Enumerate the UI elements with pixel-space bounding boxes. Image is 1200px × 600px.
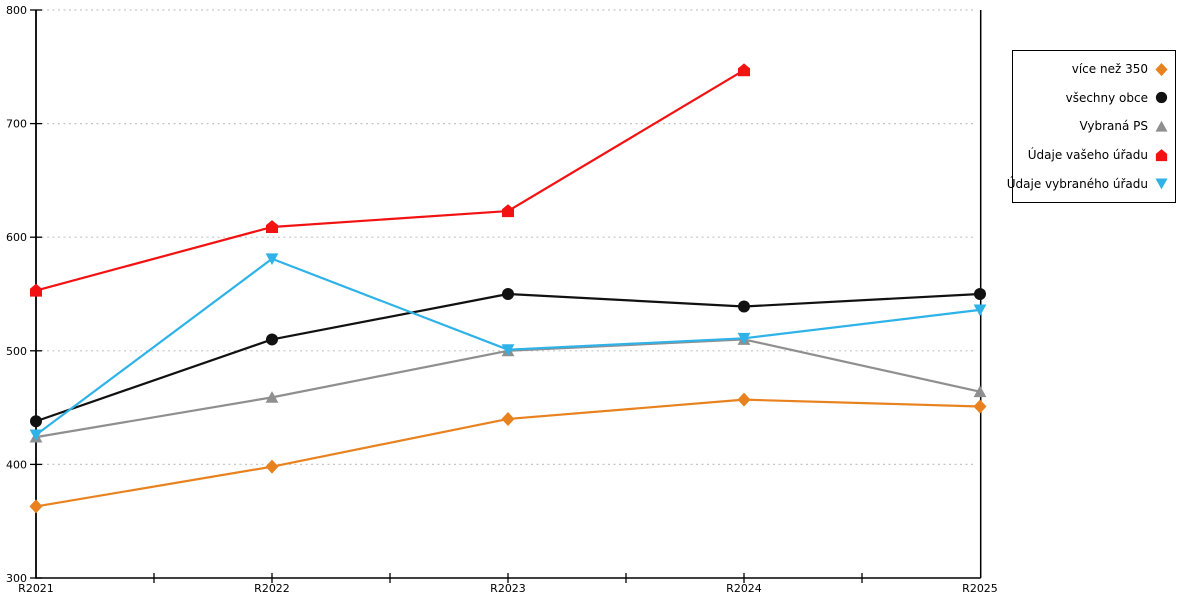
- y-axis-label-800: 800: [6, 4, 27, 17]
- series-1-marker-R2022: [266, 333, 278, 346]
- triangle-up-legend-icon: [1155, 120, 1168, 132]
- series-3-marker-R2024: [738, 63, 750, 77]
- series-1-marker-R2023: [502, 288, 514, 300]
- legend-item: všechny obce: [1017, 90, 1169, 105]
- series-1-marker-R2024: [738, 300, 750, 313]
- series-4-marker-R2022: [265, 253, 279, 265]
- pentagon-legend-icon: [1155, 148, 1168, 161]
- series-3-marker-R2021: [30, 283, 42, 297]
- series-3-marker-R2023: [502, 204, 514, 218]
- circle-glyph: [1155, 92, 1168, 104]
- legend-label: Údaje vašeho úřadu: [1027, 148, 1148, 163]
- y-axis-label-300: 300: [6, 572, 27, 585]
- legend-item: Údaje vašeho úřadu: [1017, 148, 1169, 163]
- series-4-marker-R2021: [29, 429, 43, 442]
- series-4-marker-R2025: [973, 304, 987, 317]
- series-0-marker-R2023: [501, 411, 515, 426]
- series-1-marker-R2025: [974, 288, 986, 300]
- series-4-marker-R2023: [501, 344, 515, 356]
- legend-label: všechny obce: [1065, 90, 1148, 105]
- triangle-up-glyph: [1155, 120, 1168, 132]
- series-line-3: [34, 69, 746, 292]
- y-axis-label-700: 700: [6, 118, 27, 131]
- legend-item: Údaje vybraného úřadu: [1007, 176, 1169, 191]
- series-0-marker-R2021: [29, 499, 43, 514]
- x-axis-label-R2023: R2023: [490, 582, 526, 595]
- x-axis-label-R2024: R2024: [726, 582, 762, 595]
- triangle-down-legend-icon: [1155, 178, 1168, 190]
- y-axis-label-500: 500: [6, 345, 27, 358]
- series-0-marker-R2022: [265, 459, 279, 474]
- triangle-down-glyph: [1155, 178, 1168, 190]
- series-2-marker-R2025: [973, 385, 987, 398]
- legend-label: Vybraná PS: [1079, 119, 1148, 134]
- series-0-marker-R2024: [737, 392, 751, 407]
- legend-label: více než 350: [1071, 62, 1148, 77]
- legend-item: Vybraná PS: [1017, 119, 1169, 134]
- pentagon-glyph: [1155, 148, 1168, 161]
- x-axis-label-R2021: R2021: [18, 582, 54, 595]
- series-2-marker-R2022: [265, 391, 279, 403]
- series-1-marker-R2021: [30, 415, 42, 428]
- x-axis-label-R2025: R2025: [962, 582, 998, 595]
- diamond-glyph: [1155, 62, 1168, 76]
- y-axis-label-600: 600: [6, 231, 27, 244]
- legend-item: více než 350: [1017, 62, 1169, 77]
- series-0-marker-R2025: [973, 399, 987, 414]
- series-4-marker-R2024: [737, 332, 751, 345]
- diamond-legend-icon: [1155, 62, 1168, 76]
- y-axis-label-400: 400: [6, 458, 27, 471]
- legend-label: Údaje vybraného úřadu: [1006, 176, 1148, 191]
- legend: více než 350 všechny obce Vybraná PS Údaje …: [1007, 50, 1176, 203]
- series-3-marker-R2022: [266, 220, 278, 233]
- circle-legend-icon: [1155, 92, 1168, 104]
- x-axis-label-R2022: R2022: [254, 582, 290, 595]
